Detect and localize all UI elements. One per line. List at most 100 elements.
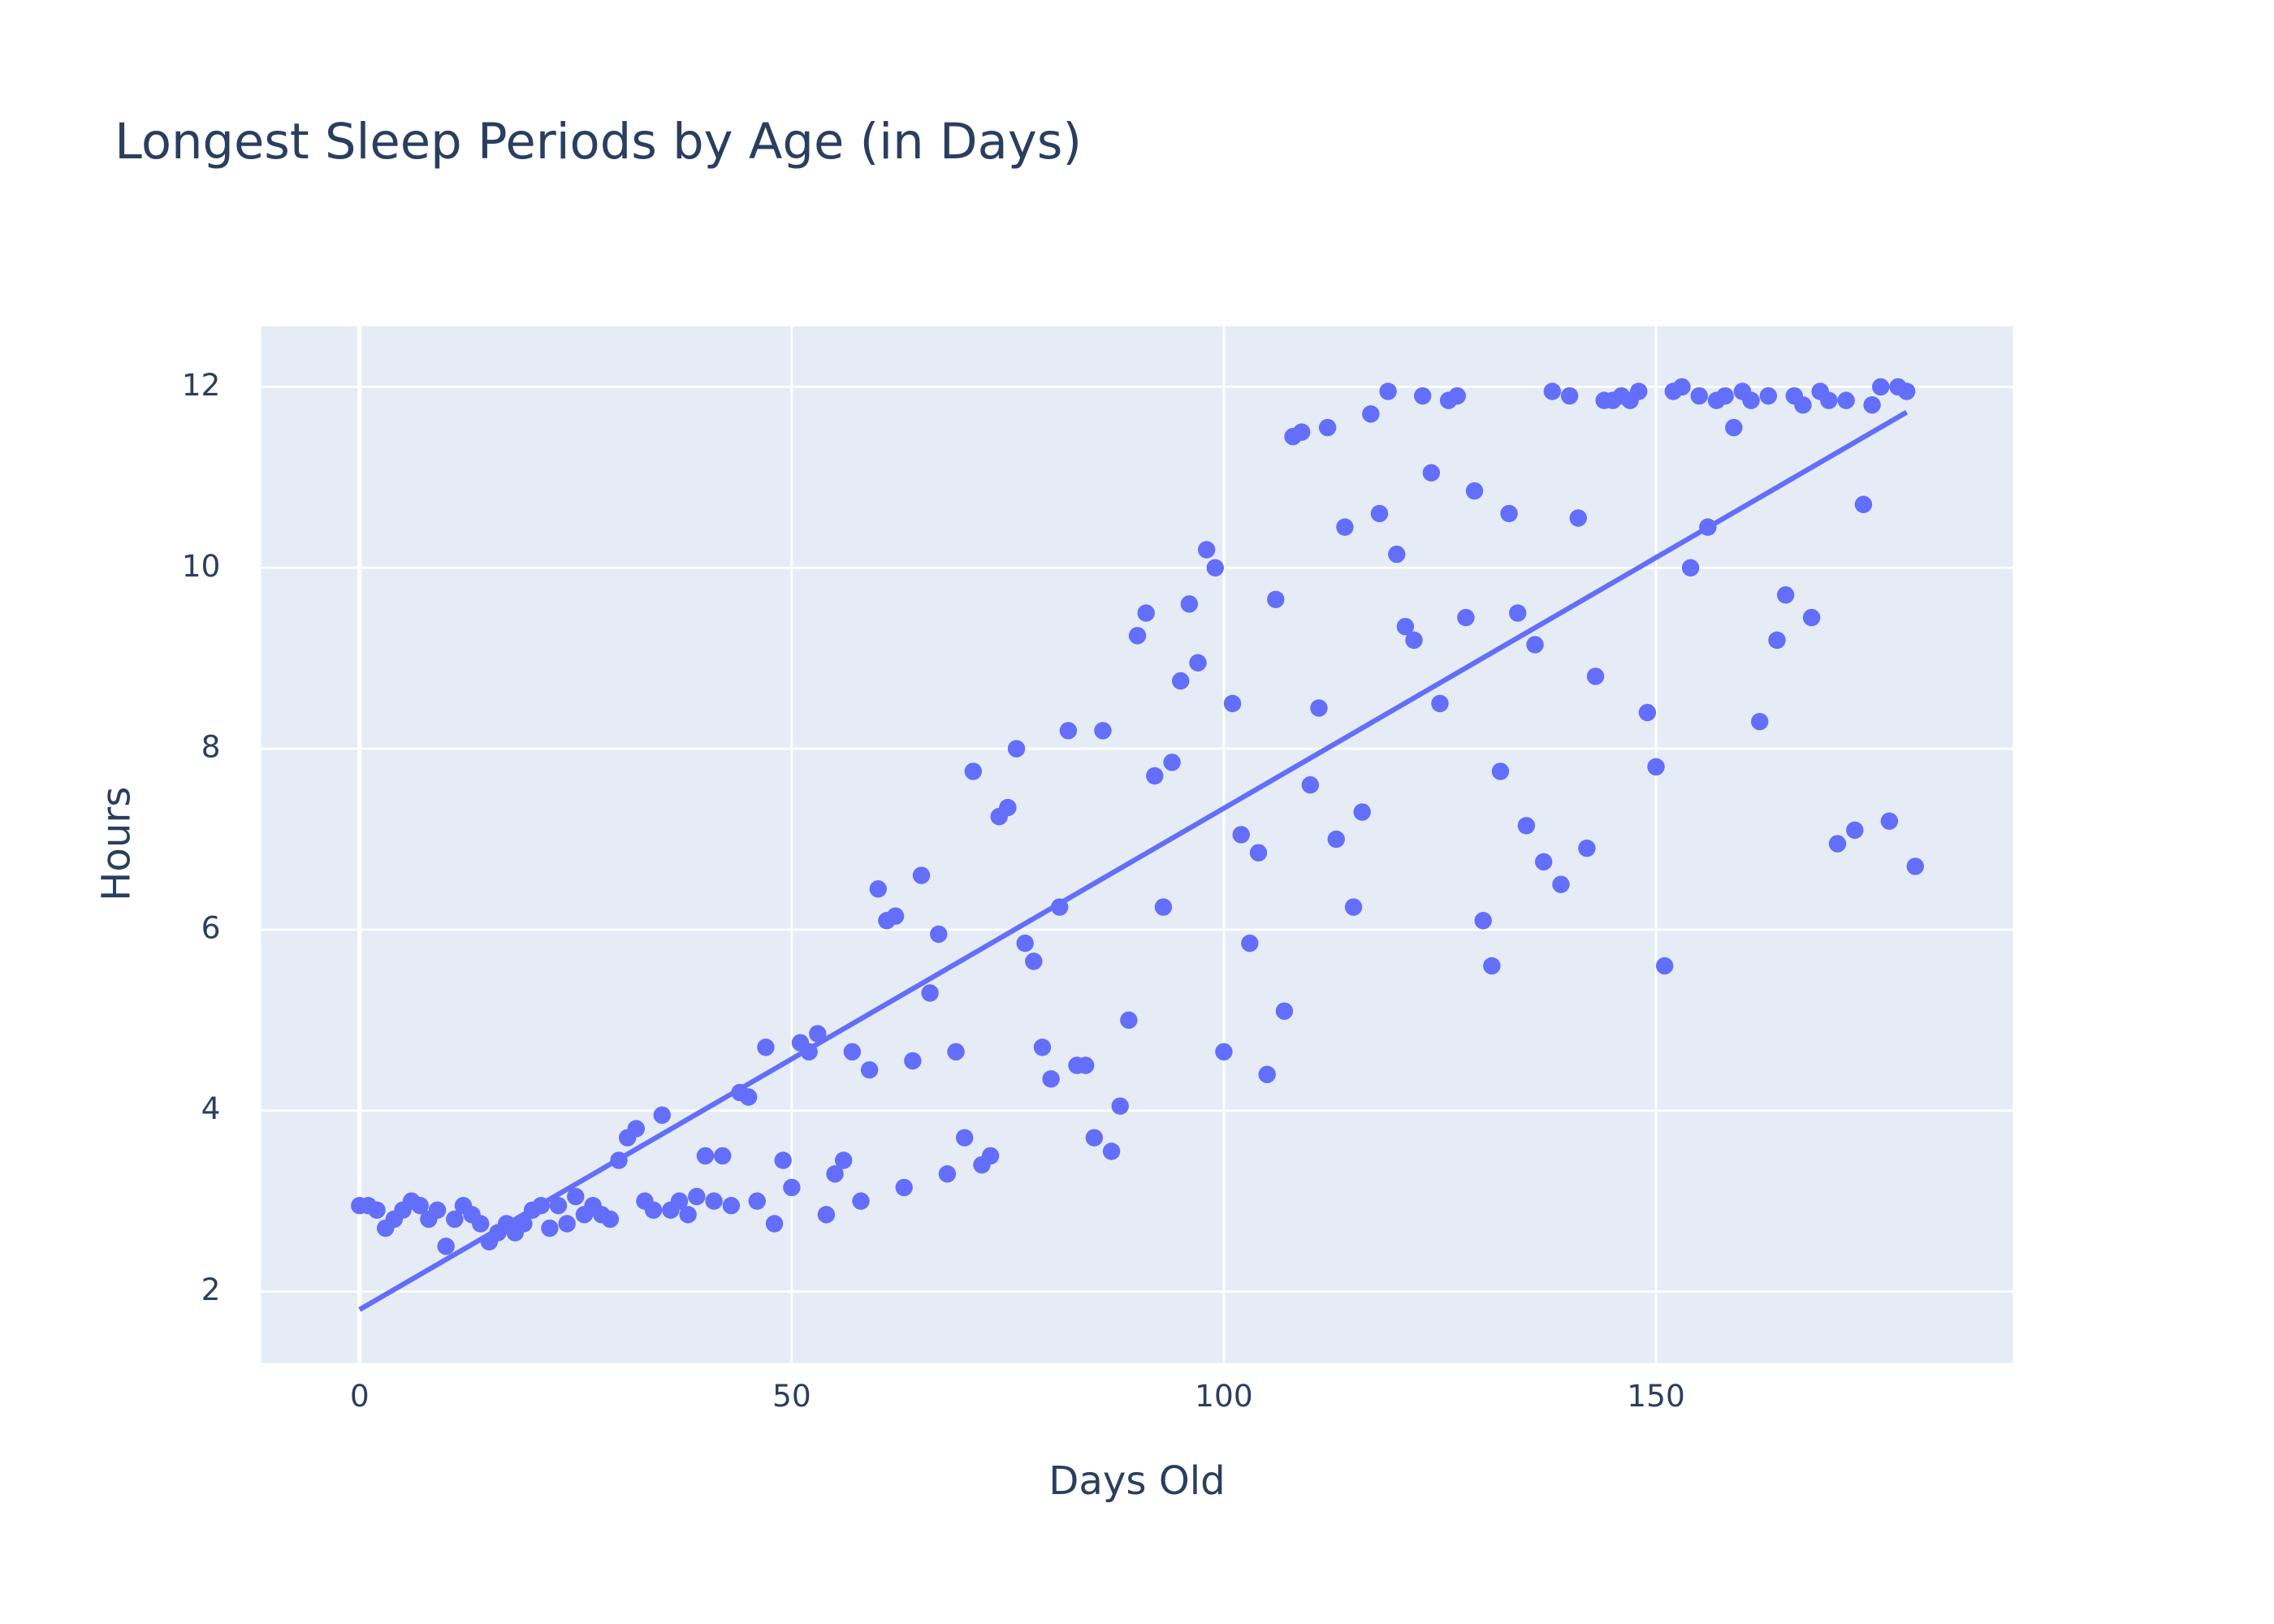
data-point xyxy=(1828,835,1847,853)
data-point xyxy=(567,1187,585,1206)
data-point xyxy=(1353,803,1371,821)
data-point xyxy=(1776,585,1795,604)
data-point xyxy=(1189,654,1207,672)
data-point xyxy=(1526,636,1544,654)
x-tick-label: 150 xyxy=(1627,1378,1685,1414)
y-axis-title: Hours xyxy=(93,787,139,901)
data-point xyxy=(1215,1043,1233,1061)
data-point xyxy=(1422,464,1441,482)
data-point xyxy=(1742,391,1760,409)
data-point xyxy=(1111,1097,1129,1115)
data-point xyxy=(1163,754,1181,771)
data-point xyxy=(428,1201,447,1219)
x-tick-label: 100 xyxy=(1195,1378,1253,1414)
data-point xyxy=(1802,608,1821,627)
data-point xyxy=(1085,1129,1104,1147)
data-point xyxy=(1267,590,1285,608)
data-point xyxy=(1837,391,1855,409)
data-point xyxy=(713,1147,732,1165)
data-point xyxy=(1025,952,1043,970)
data-point xyxy=(1500,504,1518,523)
data-point xyxy=(1716,387,1734,405)
data-point xyxy=(627,1120,646,1138)
data-point xyxy=(930,925,948,944)
data-point xyxy=(955,1129,974,1147)
data-point xyxy=(912,866,931,884)
data-point xyxy=(748,1192,766,1210)
data-point xyxy=(1102,1142,1121,1160)
data-point xyxy=(739,1088,758,1106)
chart-title: Longest Sleep Periods by Age (in Days) xyxy=(115,114,1082,171)
data-point xyxy=(1448,387,1467,405)
data-point xyxy=(1854,495,1873,513)
data-point xyxy=(558,1215,576,1233)
data-point xyxy=(679,1206,697,1224)
data-point xyxy=(1655,957,1674,975)
data-point xyxy=(437,1237,455,1255)
data-point xyxy=(1681,559,1700,577)
data-point xyxy=(1042,1070,1060,1088)
data-point xyxy=(1863,396,1881,414)
data-point xyxy=(1154,898,1173,916)
data-point xyxy=(938,1165,957,1183)
data-point xyxy=(601,1210,620,1229)
data-point xyxy=(1543,382,1562,400)
data-point xyxy=(1362,405,1380,423)
data-point xyxy=(688,1187,706,1206)
y-tick-label: 8 xyxy=(201,729,221,765)
data-point xyxy=(904,1052,922,1070)
data-point xyxy=(549,1196,568,1215)
data-point xyxy=(1007,740,1026,758)
data-point xyxy=(1232,826,1250,844)
data-point xyxy=(1690,387,1708,405)
data-point xyxy=(921,984,939,1002)
data-point xyxy=(852,1192,870,1210)
data-point xyxy=(705,1192,723,1210)
data-point xyxy=(869,880,887,898)
data-point xyxy=(1033,1039,1052,1056)
data-point xyxy=(1560,387,1579,405)
data-point xyxy=(809,1025,827,1043)
data-point xyxy=(1172,672,1190,690)
data-point xyxy=(411,1196,429,1215)
data-point xyxy=(1094,722,1112,740)
data-point xyxy=(1638,703,1657,722)
data-point xyxy=(653,1106,671,1125)
data-point xyxy=(1872,378,1890,396)
data-point xyxy=(1491,762,1510,780)
data-point xyxy=(1318,418,1337,437)
data-point xyxy=(1249,844,1268,862)
data-point xyxy=(1223,694,1242,713)
data-point xyxy=(1474,912,1492,930)
data-point xyxy=(1820,391,1838,409)
data-point xyxy=(696,1147,715,1165)
data-point xyxy=(1076,1056,1095,1074)
data-point xyxy=(1379,382,1397,400)
y-tick-label: 6 xyxy=(201,909,221,945)
data-point xyxy=(1725,418,1743,437)
data-point xyxy=(757,1039,775,1056)
data-point xyxy=(1578,839,1596,857)
x-tick-label: 50 xyxy=(772,1378,811,1414)
data-point xyxy=(826,1165,844,1183)
data-point xyxy=(1258,1065,1276,1083)
data-point xyxy=(783,1178,801,1197)
y-tick-label: 2 xyxy=(201,1272,221,1307)
data-point xyxy=(446,1210,464,1229)
data-point xyxy=(1759,387,1778,405)
data-point xyxy=(1906,857,1925,875)
data-point xyxy=(1180,595,1199,613)
data-point xyxy=(774,1151,792,1169)
data-point xyxy=(886,907,905,925)
data-point xyxy=(1370,504,1389,523)
data-point xyxy=(1569,509,1587,527)
data-point xyxy=(1517,817,1536,835)
data-point xyxy=(1586,667,1605,685)
data-point xyxy=(1396,617,1415,636)
data-point xyxy=(817,1206,836,1224)
data-point xyxy=(1128,627,1147,645)
data-point xyxy=(1146,767,1164,785)
data-point xyxy=(1197,541,1216,559)
data-point xyxy=(1120,1011,1138,1030)
